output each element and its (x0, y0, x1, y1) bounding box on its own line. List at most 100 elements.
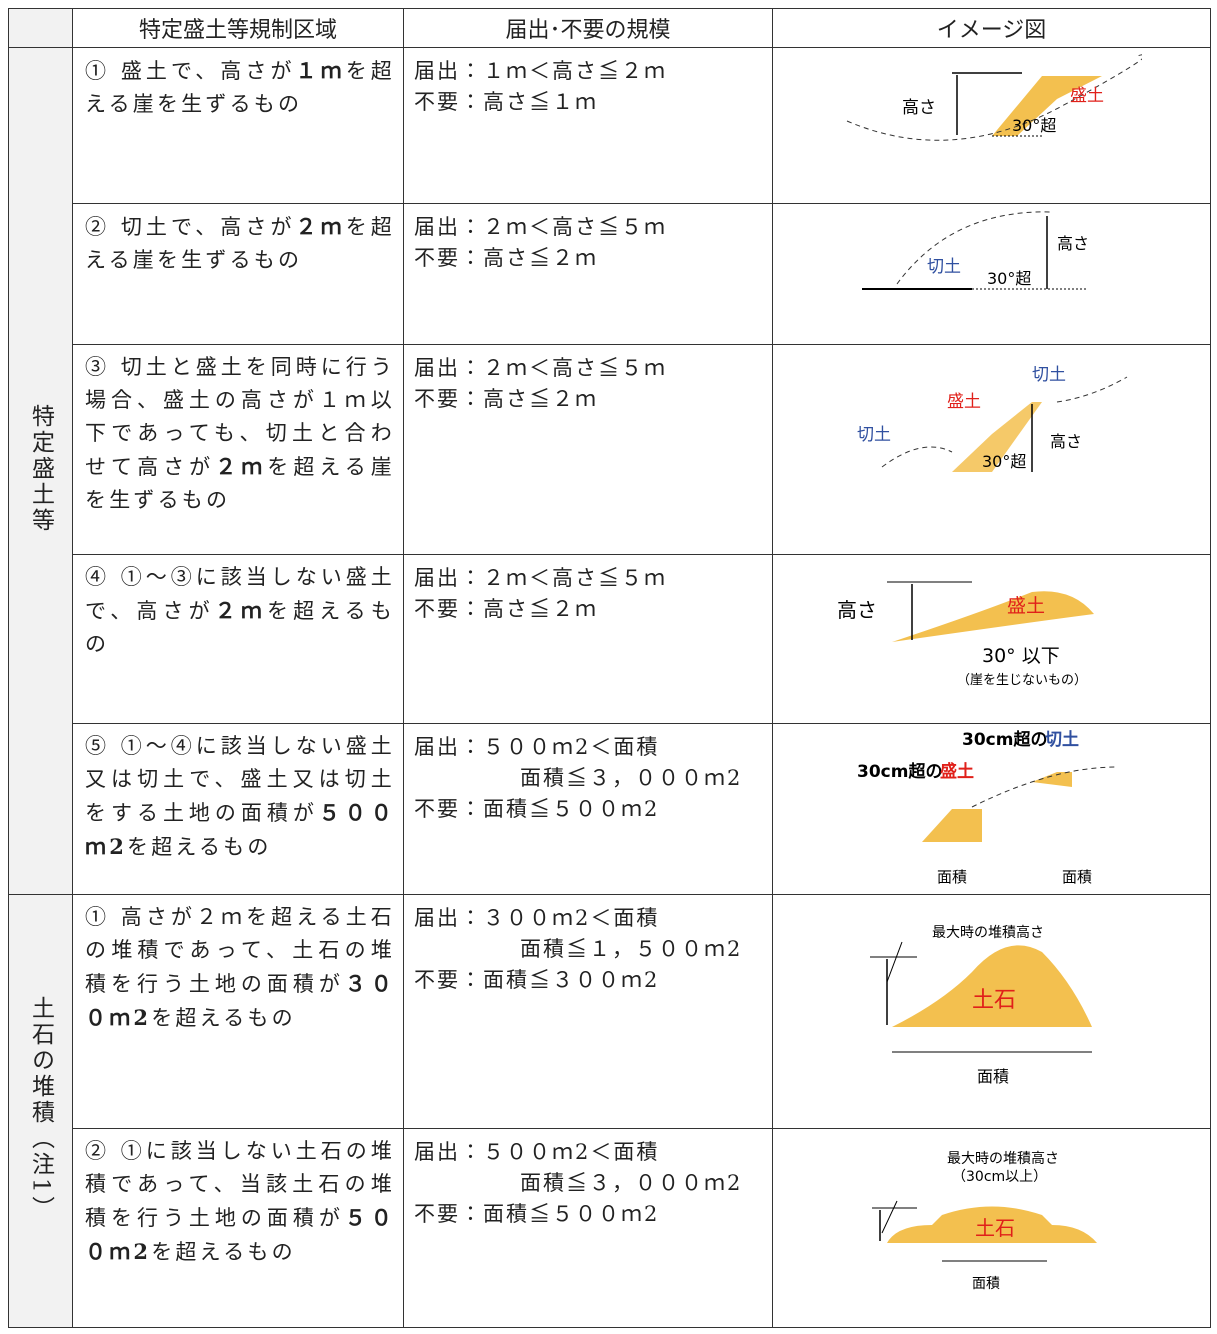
scale-text: 面積≦１，５００ｍ2 (520, 937, 743, 961)
scale-label: 届出： (414, 735, 483, 759)
description-text: を超えるもの (151, 1240, 296, 1264)
scale-label: 届出： (414, 356, 483, 380)
description-cell: ④ ①～③に該当しない盛土で、高さが２ｍを超えるもの (72, 554, 404, 724)
description-text: を超える崖を生ずるもの (85, 455, 396, 512)
corner-cell (8, 8, 73, 48)
scale-line: 不要：高さ≦２ｍ (414, 384, 766, 415)
description-cell: ③ 切土と盛土を同時に行う場合、盛土の高さが１ｍ以下であっても、切土と合わせて高… (72, 344, 404, 555)
scale-text: 高さ≦２ｍ (483, 387, 598, 411)
group-label: 土石の堆積（注1） (27, 996, 54, 1222)
scale-text: 面積≦３００ｍ2 (483, 968, 660, 992)
scale-label: 届出： (414, 566, 483, 590)
scale-label: 届出： (414, 215, 483, 239)
description-text: ⑤ ①～④に該当しない盛土又は切土で、盛土又は切土をする土地の面積が (85, 734, 395, 825)
table-row: ⑤ ①～④に該当しない盛土又は切土で、盛土又は切土をする土地の面積が５００ｍ2を… (9, 723, 1211, 895)
table-body: 特定盛土等 ① 盛土で、高さが１ｍを超える崖を生ずるもの 届出：１ｍ＜高さ≦２ｍ 不要… (8, 47, 1211, 1328)
image-label: （崖を生じないもの） (957, 673, 1087, 688)
scale-line: 届出：３００ｍ2＜面積 (414, 903, 766, 934)
description-text: ２ｍ (295, 214, 346, 239)
image-cell: 高さ 盛土 30° 以下 （崖を生じないもの） (772, 554, 1211, 724)
scale-cell: 届出：２ｍ＜高さ≦５ｍ 不要：高さ≦２ｍ (403, 554, 773, 724)
scale-text: ５００ｍ2＜面積 (483, 1140, 660, 1164)
table-row: ② 切土で、高さが２ｍを超える崖を生ずるもの 届出：２ｍ＜高さ≦５ｍ 不要：高さ≦２… (9, 203, 1211, 345)
image-label: （30cm以上） (952, 1169, 1047, 1185)
header-cell: イメージ図 (772, 8, 1211, 48)
description-text: ５００ｍ2 (85, 800, 395, 859)
scale-label: 不要： (414, 797, 483, 821)
scale: 届出：１ｍ＜高さ≦２ｍ 不要：高さ≦１ｍ (404, 48, 772, 118)
header-cell: 届出･不要の規模 (403, 8, 773, 48)
description-text: １ｍ (295, 58, 346, 83)
image-label: 30°超 (1012, 116, 1056, 135)
scale-line: 不要：面積≦５００ｍ2 (414, 1199, 766, 1230)
image-label: 30°超 (982, 452, 1026, 471)
image-label: 切土 (1045, 729, 1079, 750)
scale: 届出：２ｍ＜高さ≦５ｍ 不要：高さ≦２ｍ (404, 345, 772, 415)
description: ③ 切土と盛土を同時に行う場合、盛土の高さが１ｍ以下であっても、切土と合わせて高… (73, 345, 403, 517)
description-text: ５００ｍ2 (85, 1205, 395, 1264)
image-label: 面積 (972, 1276, 1000, 1292)
image-label: 盛土 (1070, 86, 1104, 106)
image-label: 最大時の堆積高さ (932, 924, 1044, 941)
image-cell: 高さ 盛土 30°超 (772, 47, 1211, 204)
scale-label: 届出： (414, 906, 483, 930)
description-text: ② 切土で、高さが (85, 215, 296, 239)
scale-line: 届出：１ｍ＜高さ≦２ｍ (414, 56, 766, 87)
group-label: 特定盛土等 (27, 404, 54, 534)
illustration: 切土 盛土 切土 高さ 30°超 (857, 365, 1127, 532)
scale-label: 不要： (414, 246, 483, 270)
scale-label: 不要： (414, 90, 483, 114)
image-label: 最大時の堆積高さ (947, 1150, 1059, 1167)
scale-line: 不要：高さ≦２ｍ (414, 243, 766, 274)
scale-text: 面積≦５００ｍ2 (483, 1202, 660, 1226)
scale-text: 高さ≦２ｍ (483, 597, 598, 621)
header-row: 特定盛土等規制区域 届出･不要の規模 イメージ図 (8, 8, 1211, 48)
image-label: 高さ (1050, 432, 1082, 451)
scale-line: 届出：５００ｍ2＜面積 (414, 732, 766, 763)
scale-label: 不要： (414, 387, 483, 411)
description-cell: ② 切土で、高さが２ｍを超える崖を生ずるもの (72, 203, 404, 345)
image-cell: 30cm超の 切土 30cm超の 盛土 面積 面積 (772, 723, 1211, 895)
scale-text: ３００ｍ2＜面積 (483, 906, 660, 930)
scale-line: 不要：面積≦５００ｍ2 (414, 794, 766, 825)
description-text: ④ ①～③に該当しない盛土で、高さが (85, 565, 395, 623)
description-text: を超えるもの (127, 835, 272, 859)
scale-text: １ｍ＜高さ≦２ｍ (483, 59, 667, 83)
description: ④ ①～③に該当しない盛土で、高さが２ｍを超えるもの (73, 555, 403, 661)
scale: 届出：５００ｍ2＜面積面積≦３，０００ｍ2 不要：面積≦５００ｍ2 (404, 724, 772, 825)
illustration: 高さ 盛土 30°超 (846, 53, 1142, 196)
scale-text: 面積≦５００ｍ2 (483, 797, 660, 821)
image-cell: 最大時の堆積高さ （30cm以上） 土石 面積 (772, 1128, 1211, 1328)
description: ② ①に該当しない土石の堆積であって、当該土石の堆積を行う土地の面積が５００ｍ2… (73, 1129, 403, 1269)
image-label: 30cm超の (857, 761, 942, 782)
description-text: ② ①に該当しない土石の堆積であって、当該土石の堆積を行う土地の面積が (85, 1139, 395, 1230)
illustration: 30cm超の 切土 30cm超の 盛土 面積 面積 (857, 729, 1117, 892)
illustration: 高さ 盛土 30° 以下 （崖を生じないもの） (837, 581, 1132, 702)
scale-text: ２ｍ＜高さ≦５ｍ (483, 215, 667, 239)
scale-text: 高さ≦２ｍ (483, 246, 598, 270)
scale-text: 面積≦３，０００ｍ2 (520, 766, 743, 790)
illustration: 最大時の堆積高さ 土石 面積 (869, 924, 1107, 1097)
scale: 届出：２ｍ＜高さ≦５ｍ 不要：高さ≦２ｍ (404, 555, 772, 625)
image-label: 盛土 (940, 761, 974, 782)
scale-line: 不要：高さ≦１ｍ (414, 87, 766, 118)
description-text: ３００ｍ2 (85, 971, 395, 1030)
scale-line: 届出：２ｍ＜高さ≦５ｍ (414, 563, 766, 594)
scale-text: 高さ≦１ｍ (483, 90, 598, 114)
scale-line: 届出：５００ｍ2＜面積 (414, 1137, 766, 1168)
header-cell: 特定盛土等規制区域 (72, 8, 404, 48)
description: ① 盛土で、高さが１ｍを超える崖を生ずるもの (73, 48, 403, 121)
scale-text: ２ｍ＜高さ≦５ｍ (483, 566, 667, 590)
image-label: 面積 (977, 1067, 1009, 1086)
image-label: 高さ (902, 98, 936, 118)
description-cell: ① 盛土で、高さが１ｍを超える崖を生ずるもの (72, 47, 404, 204)
table-row: ② ①に該当しない土石の堆積であって、当該土石の堆積を行う土地の面積が５００ｍ2… (9, 1128, 1211, 1328)
image-label: 土石 (972, 988, 1016, 1013)
description: ① 高さが２ｍを超える土石の堆積であって、土石の堆積を行う土地の面積が３００ｍ2… (73, 895, 403, 1035)
regulation-table: 特定盛土等規制区域 届出･不要の規模 イメージ図 特定盛土等 ① 盛土で、高さが１… (8, 8, 1211, 1328)
scale-cell: 届出：５００ｍ2＜面積面積≦３，０００ｍ2 不要：面積≦５００ｍ2 (403, 723, 773, 895)
illustration: 切土 30°超 高さ (861, 211, 1117, 334)
description-text: ③ 切土と盛土を同時に行う場合、盛土の高さが１ｍ以下であっても、切土と合わせて高… (85, 355, 395, 479)
scale-line: 届出：２ｍ＜高さ≦５ｍ (414, 212, 766, 243)
